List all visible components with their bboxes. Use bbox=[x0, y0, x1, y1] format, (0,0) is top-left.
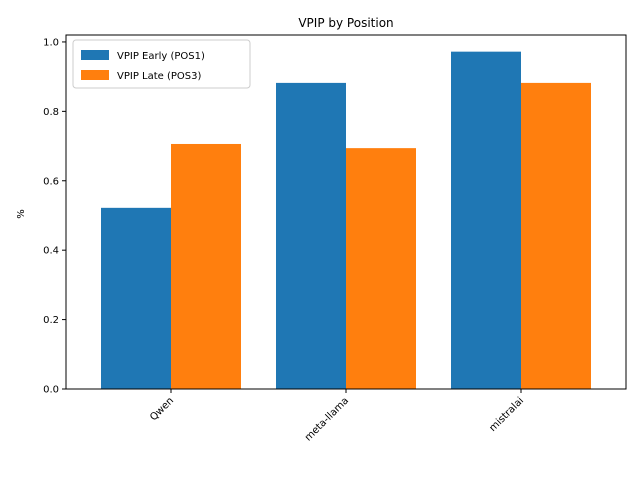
bar-early-meta-llama bbox=[276, 82, 346, 390]
legend-label-early: VPIP Early (POS1) bbox=[117, 51, 205, 62]
y-tick-label: 0.8 bbox=[43, 107, 59, 118]
bar-late-meta-llama bbox=[346, 148, 416, 389]
y-axis-title: % bbox=[16, 209, 27, 219]
y-tick-label: 0.6 bbox=[43, 176, 59, 187]
legend-label-late: VPIP Late (POS3) bbox=[117, 71, 201, 82]
bars-group bbox=[101, 51, 591, 390]
chart-title: VPIP by Position bbox=[298, 16, 393, 30]
x-tick-label: Qwen bbox=[148, 395, 176, 423]
x-tick-label: mistralai bbox=[488, 395, 527, 434]
bar-late-mistralai bbox=[521, 82, 591, 390]
legend-swatch-late bbox=[81, 70, 109, 80]
bar-early-mistralai bbox=[451, 51, 521, 390]
legend: VPIP Early (POS1) VPIP Late (POS3) bbox=[72, 39, 251, 89]
y-tick-label: 0.0 bbox=[43, 385, 59, 396]
legend-box bbox=[72, 39, 251, 89]
y-axis: 0.0 0.2 0.4 0.6 0.8 1.0 bbox=[43, 37, 66, 396]
y-tick-label: 0.4 bbox=[43, 246, 59, 257]
x-tick-label: meta-llama bbox=[303, 395, 351, 443]
bar-early-qwen bbox=[101, 207, 171, 389]
y-tick-label: 1.0 bbox=[43, 37, 59, 48]
legend-swatch-early bbox=[81, 50, 109, 60]
bar-late-qwen bbox=[171, 143, 241, 389]
x-axis: Qwen meta-llama mistralai bbox=[148, 389, 526, 444]
y-tick-label: 0.2 bbox=[43, 315, 59, 326]
